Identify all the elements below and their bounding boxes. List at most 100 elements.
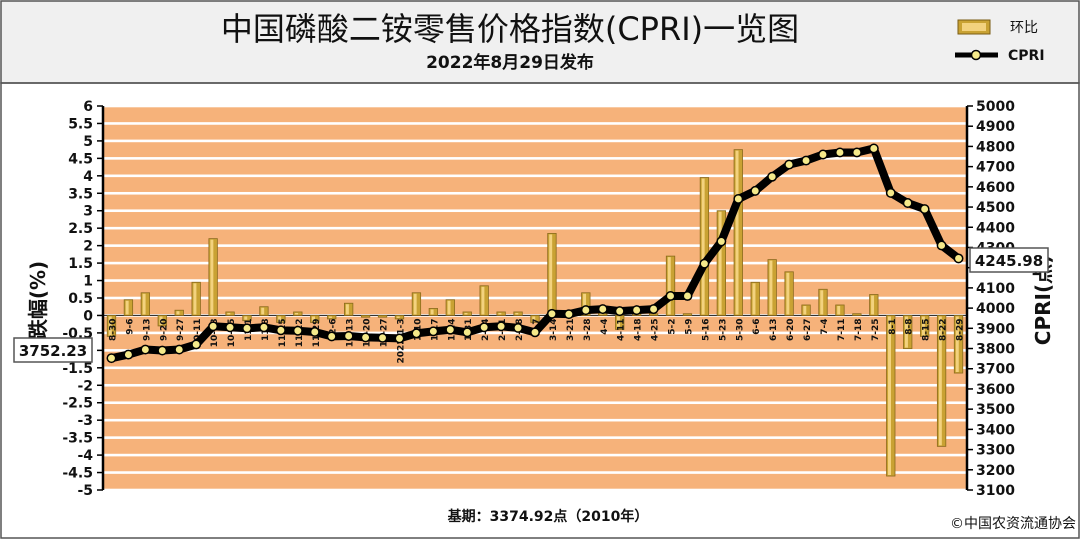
x-tick-label: 4-11 xyxy=(617,318,627,341)
grid-band xyxy=(103,264,967,280)
cpri-point xyxy=(953,253,964,264)
cpri-point xyxy=(699,258,710,269)
bar-highlight xyxy=(786,272,790,315)
grid-band xyxy=(103,386,967,402)
x-tick-label: 12-27 xyxy=(380,318,390,347)
bar-highlight xyxy=(481,286,485,315)
x-tick-label: 10-25 xyxy=(227,318,237,347)
left-tick-label: -2 xyxy=(77,378,93,394)
cpri-point xyxy=(292,325,303,336)
bar-highlight xyxy=(667,257,671,315)
x-tick-label: 10-11 xyxy=(193,318,203,347)
bar-highlight xyxy=(921,316,925,336)
cpri-point xyxy=(936,240,947,251)
bar-highlight xyxy=(108,316,112,336)
cpri-point xyxy=(902,198,913,208)
bar-highlight xyxy=(701,178,705,315)
x-tick-label: 8-15 xyxy=(922,318,932,341)
grid-band xyxy=(103,404,967,419)
bar-5-9 xyxy=(682,313,693,316)
first-value-box xyxy=(13,337,93,363)
grid-band xyxy=(103,177,967,192)
x-tick-label: 7-18 xyxy=(854,318,864,341)
bar-highlight xyxy=(837,305,841,315)
left-tick-label: -3.5 xyxy=(62,431,93,447)
cpri-point xyxy=(580,305,591,316)
x-tick-label: 6-27 xyxy=(803,318,813,341)
cpri-point xyxy=(343,331,354,341)
last-value-label: 4245.98 xyxy=(975,252,1043,270)
cpri-point xyxy=(496,321,507,332)
x-tick-label: 5-23 xyxy=(718,318,728,341)
bar-highlight xyxy=(278,316,282,322)
cpri-point xyxy=(513,322,524,333)
x-tick-label: 3-21 xyxy=(566,318,576,341)
bar-highlight xyxy=(752,283,756,315)
chart-title: 中国磷酸二铵零售价格指数(CPRI)一览图 xyxy=(221,10,799,48)
bar-highlight xyxy=(904,316,908,348)
bar-highlight xyxy=(532,316,536,322)
bar-highlight xyxy=(176,311,180,315)
x-tick-label: 12-6 xyxy=(329,318,339,341)
cpri-point xyxy=(123,349,134,360)
left-tick-label: 0.5 xyxy=(68,291,93,307)
grid-band xyxy=(103,351,967,367)
bar-highlight xyxy=(159,316,163,325)
right-tick-label: 3500 xyxy=(976,402,1015,418)
cpri-point xyxy=(868,143,879,154)
bar-highlight xyxy=(616,316,620,329)
cpri-point xyxy=(750,185,761,196)
cpri-point xyxy=(801,155,812,166)
bar-highlight xyxy=(888,316,891,476)
bar-7-18 xyxy=(852,313,862,316)
right-tick-label: 4600 xyxy=(976,180,1015,196)
left-tick-label: -1.5 xyxy=(62,361,93,377)
x-tick-label: 4-25 xyxy=(651,318,661,341)
cpri-point xyxy=(665,291,676,301)
bar-highlight xyxy=(295,312,299,315)
bar-highlight xyxy=(227,312,231,315)
x-tick-label: 7-25 xyxy=(871,318,881,341)
x-tick-label: 8-22 xyxy=(939,318,949,341)
bar-highlight xyxy=(261,307,265,315)
grid-band xyxy=(103,421,967,437)
cpri-point xyxy=(411,328,422,339)
x-tick-label: 9-20 xyxy=(159,318,169,341)
right-tick-label: 3300 xyxy=(976,443,1015,459)
cpri-point xyxy=(530,327,540,338)
grid-band xyxy=(103,246,967,262)
bar-highlight xyxy=(210,239,214,315)
bar-highlight xyxy=(718,211,722,315)
right-tick-label: 3900 xyxy=(976,321,1015,337)
x-tick-label: 5-2 xyxy=(668,318,678,334)
right-tick-label: 5000 xyxy=(976,99,1015,115)
grid-band xyxy=(103,194,967,210)
left-tick-label: 2.5 xyxy=(68,221,93,237)
left-tick-label: 5 xyxy=(83,134,93,150)
right-tick-label: 4800 xyxy=(976,139,1015,155)
cpri-point xyxy=(851,147,862,158)
cpri-point xyxy=(225,322,236,333)
left-tick-label: 6 xyxy=(83,99,93,115)
cpri-point xyxy=(174,344,185,355)
x-tick-label: 8-8 xyxy=(905,318,915,334)
right-axis: 3100 3200 3300 3400 3500 3600 3700 3800 3900 4000… xyxy=(965,99,1015,499)
bar-highlight xyxy=(464,312,468,315)
copyright-note: ©中国农资流通协会 xyxy=(950,516,1076,532)
bar-highlight xyxy=(447,300,451,315)
cpri-point xyxy=(208,321,219,332)
bar-highlight xyxy=(820,290,824,315)
left-axis-title: 跌幅(%) xyxy=(26,261,50,339)
legend-bar-swatch-highlight xyxy=(962,23,986,31)
cpri-point xyxy=(818,149,828,160)
x-tick-label: 9-27 xyxy=(176,318,186,341)
grid-band xyxy=(103,369,967,384)
left-tick-label: 4 xyxy=(83,169,93,185)
cpri-point xyxy=(648,304,659,315)
cpri-point xyxy=(682,291,693,301)
bar-highlight xyxy=(328,316,332,318)
grid-band xyxy=(103,124,967,140)
legend-bar-label: 环比 xyxy=(1010,20,1038,36)
grid-band xyxy=(103,456,967,472)
